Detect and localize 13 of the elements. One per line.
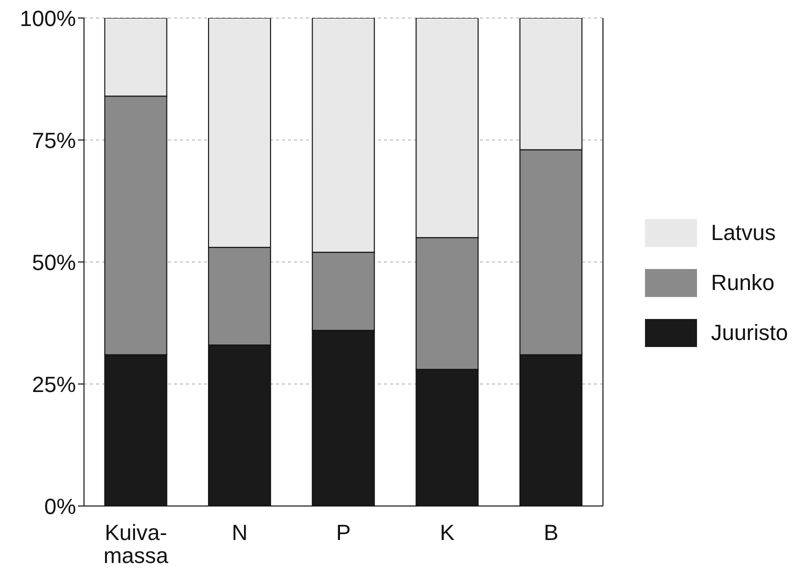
legend-label: Runko — [710, 270, 775, 296]
y-tick-label: 75% — [32, 128, 76, 153]
y-tick-label: 0% — [44, 494, 76, 519]
legend-label: Juuristo — [710, 320, 788, 346]
legend-label: Latvus — [710, 220, 776, 246]
x-tick-label: K — [440, 520, 455, 545]
y-tick-label: 100% — [20, 6, 76, 31]
x-tick-label: N — [232, 520, 248, 545]
x-tick-label: P — [336, 520, 351, 545]
x-tick-label: B — [544, 520, 558, 545]
x-tick-label: Kuiva- massa — [103, 520, 170, 568]
y-tick-label: 25% — [32, 372, 76, 397]
y-tick-label: 50% — [32, 250, 76, 275]
